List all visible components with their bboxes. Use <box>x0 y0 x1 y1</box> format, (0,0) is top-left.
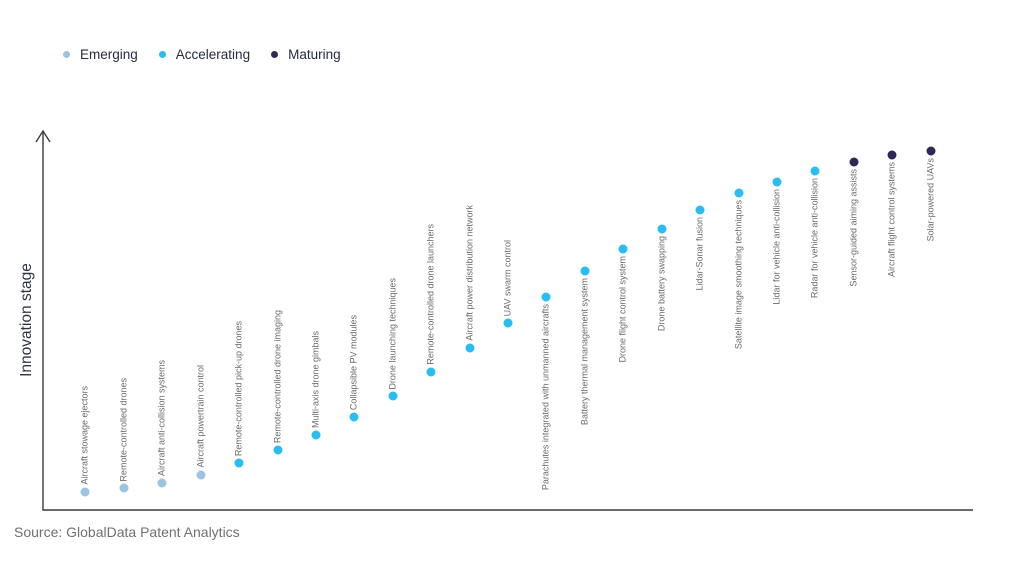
data-point-dot <box>388 391 398 401</box>
source-text: Source: GlobalData Patent Analytics <box>14 524 240 540</box>
legend-label: Accelerating <box>175 47 251 62</box>
data-point-dot <box>311 430 321 440</box>
data-point-dot <box>657 224 667 234</box>
data-point-label: Drone flight control system <box>617 256 628 363</box>
data-point-label: Lidar-Sonar fusion <box>694 216 705 291</box>
data-point-label: Drone battery swapping <box>656 236 667 332</box>
legend-dot-icon <box>271 51 279 58</box>
data-point-dot <box>810 166 820 176</box>
data-point-label: Aircraft anti-collision systems <box>156 359 167 476</box>
data-point-dot <box>734 188 744 198</box>
y-axis-arrow-icon <box>35 129 51 143</box>
data-point-label: Aircraft powertrain control <box>195 365 206 468</box>
data-point-dot <box>426 367 436 377</box>
data-point-dot <box>465 343 475 353</box>
legend-label: Maturing <box>288 47 341 62</box>
data-point-dot <box>196 470 206 480</box>
data-point-dot <box>695 205 705 215</box>
data-point-label: Parachutes integrated with unmanned airc… <box>540 303 551 491</box>
data-point-dot <box>234 458 244 468</box>
data-point-label: Collapsible PV modules <box>348 314 359 410</box>
data-point-dot <box>541 292 551 302</box>
data-point-label: Radar for vehicle anti-collision <box>809 178 820 299</box>
data-point-label: Drone launching techniques <box>387 277 398 390</box>
data-point-label: Battery thermal management system <box>579 277 590 426</box>
data-point-dot <box>119 483 129 493</box>
data-point-dot <box>926 146 936 156</box>
data-point-label: Lidar for vehicle anti-collision <box>771 189 782 305</box>
data-point-dot <box>157 478 167 488</box>
legend-dot-icon <box>158 51 166 58</box>
legend-item-maturing: Maturing <box>271 47 341 62</box>
data-point-label: Aircraft stowage ejectors <box>79 386 90 485</box>
data-point-label: Aircraft flight control systems <box>886 161 897 277</box>
data-point-dot <box>618 244 628 254</box>
data-point-label: Remote-controlled drone imaging <box>272 309 282 444</box>
data-point-dot <box>772 177 782 187</box>
legend-item-emerging: Emerging <box>63 47 138 62</box>
data-point-dot <box>580 266 590 276</box>
data-point-label: Solar-powered UAVs <box>925 158 936 242</box>
data-point-dot <box>887 150 897 160</box>
data-point-dot <box>503 318 513 328</box>
data-point-dot <box>80 487 90 497</box>
data-point-label: Multi-axis drone gimbals <box>310 330 321 428</box>
data-point-label: Aircraft power distribution network <box>464 205 475 341</box>
data-point-label: Remote-controlled pick-up drones <box>233 320 244 456</box>
y-axis-label: Innovation stage <box>18 263 35 377</box>
legend-dot-icon <box>63 51 70 58</box>
data-point-label: Remote-controlled drone launchers <box>425 224 436 366</box>
legend-label: Emerging <box>80 47 138 62</box>
data-point-label: Sensor-guided aiming assists <box>848 169 859 287</box>
data-point-dot <box>849 157 859 167</box>
data-point-label: UAV swarm control <box>502 239 513 316</box>
legend-item-accelerating: Accelerating <box>158 47 251 62</box>
chart-legend: Emerging Accelerating Maturing <box>63 47 341 62</box>
data-point-dot <box>349 412 359 422</box>
data-point-label: Satellite image smoothing techniques <box>733 199 744 350</box>
data-point-dot <box>273 445 282 455</box>
data-point-label: Remote-controlled drones <box>118 377 129 482</box>
